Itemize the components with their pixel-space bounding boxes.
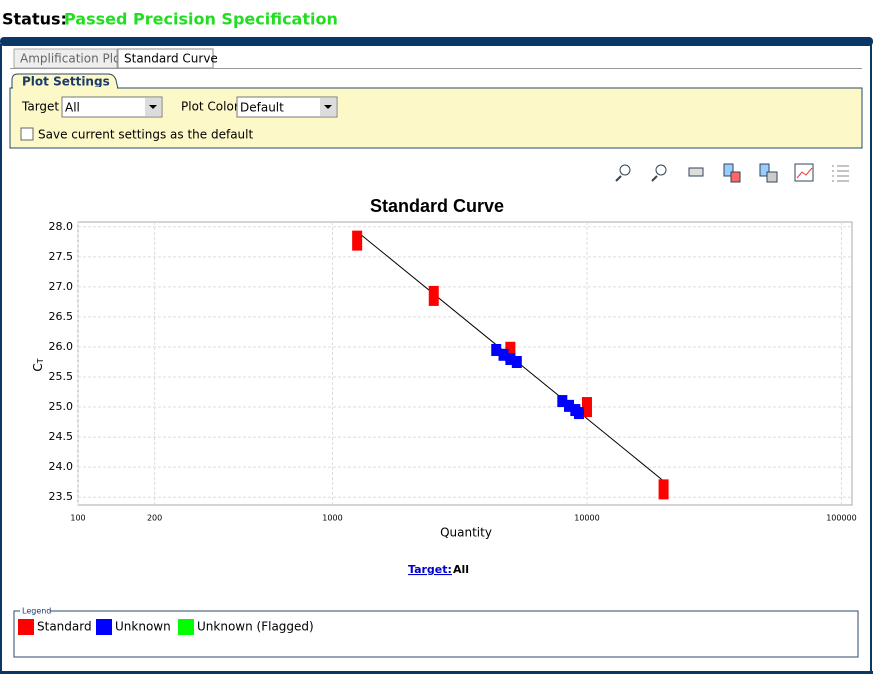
y-tick-label: 24.5 <box>49 430 74 443</box>
settings-title: Plot Settings <box>22 75 110 89</box>
y-tick-label: 24.0 <box>49 460 74 473</box>
color-value[interactable]: Default <box>240 101 284 115</box>
x-tick-label: 10000 <box>574 514 599 523</box>
y-tick-label: 23.5 <box>49 490 74 503</box>
color-label: Plot Color <box>181 100 239 114</box>
point <box>658 479 669 500</box>
y-axis-label-main: C <box>31 363 45 371</box>
point <box>428 285 439 306</box>
toolbar <box>615 163 849 183</box>
y-tick-label: 25.5 <box>49 370 74 383</box>
y-tick-label: 26.5 <box>49 310 74 323</box>
point <box>557 395 568 408</box>
chart-title: Standard Curve <box>370 196 504 216</box>
y-tick-label: 28.0 <box>49 220 74 233</box>
footer-bar <box>0 671 873 674</box>
target-filter-value: All <box>453 563 469 576</box>
target-link[interactable]: Target: <box>408 563 452 576</box>
point <box>352 230 363 251</box>
target-dropdown[interactable] <box>61 96 163 118</box>
point <box>505 341 516 362</box>
point <box>505 352 516 365</box>
x-axis-label: Quantity <box>440 526 492 540</box>
legend-label: Unknown (Flagged) <box>197 620 314 634</box>
legend-label: Standard <box>37 620 92 634</box>
x-tick-label: 100000 <box>826 514 857 523</box>
x-tick-label: 1000 <box>322 514 342 523</box>
copy-icon[interactable] <box>723 163 734 177</box>
zoom-out-icon[interactable] <box>655 164 667 176</box>
y-tick-label: 25.0 <box>49 400 74 413</box>
y-tick-label: 27.0 <box>49 280 74 293</box>
settings-join <box>13 87 117 90</box>
arrow-icon <box>324 105 332 109</box>
header-bar <box>0 37 873 46</box>
legend-title: Legend <box>22 607 51 616</box>
point <box>498 348 509 361</box>
status-value: Passed Precision Specification <box>64 10 338 29</box>
x-tick-label: 200 <box>147 514 162 523</box>
color-dropdown[interactable] <box>236 96 338 118</box>
target-value[interactable]: All <box>65 101 80 115</box>
x-tick-label: 100 <box>70 514 85 523</box>
zoom-in-icon[interactable] <box>619 164 631 176</box>
tab-label[interactable]: Amplification Plot <box>20 52 125 66</box>
tab-label[interactable]: Standard Curve <box>124 52 218 66</box>
arrow-icon <box>149 105 157 109</box>
plot-area <box>77 221 853 506</box>
list-icon[interactable] <box>832 165 849 182</box>
y-axis-label-sub: T <box>36 358 45 364</box>
settings-tab <box>11 73 119 90</box>
checkbox[interactable] <box>20 127 34 141</box>
print-icon[interactable] <box>688 167 704 177</box>
chart-icon[interactable] <box>794 163 814 182</box>
legend-label: Unknown <box>115 620 171 634</box>
point <box>581 397 592 418</box>
legend-title-bg <box>20 606 50 616</box>
point <box>491 343 502 356</box>
status-label: Status: <box>2 10 67 29</box>
legend-swatch <box>178 619 194 635</box>
save-icon[interactable] <box>759 163 770 177</box>
checkbox-label[interactable]: Save current settings as the default <box>38 128 253 142</box>
point <box>511 355 522 368</box>
legend-swatch <box>18 619 34 635</box>
y-tick-label: 27.5 <box>49 250 74 263</box>
point <box>573 407 584 420</box>
y-axis-label: CT <box>31 358 45 371</box>
point <box>564 399 575 412</box>
legend-swatch <box>96 619 112 635</box>
legend-box <box>13 610 859 658</box>
target-label: Target <box>21 100 59 114</box>
y-tick-label: 26.0 <box>49 340 74 353</box>
